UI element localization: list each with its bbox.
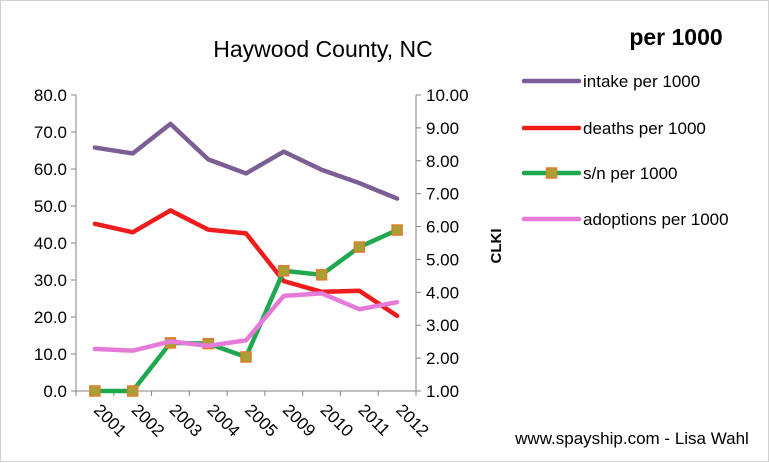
y-left-tick-label: 70.0 (34, 123, 67, 142)
y-right-tick-label: 3.00 (426, 316, 459, 335)
series-layer (89, 121, 403, 397)
series-line-1 (92, 121, 400, 201)
y-right-tick-label: 5.00 (426, 250, 459, 269)
chart-title: Haywood County, NC (213, 36, 432, 62)
y-right-tick-label: 10.00 (426, 86, 469, 105)
y-left-tick-label: 0.0 (43, 382, 67, 401)
series-line-4 (92, 291, 400, 353)
series-3-point (391, 224, 403, 236)
y-right-axis-label: CLKI (488, 229, 505, 264)
y-right-tick-label: 4.00 (426, 283, 459, 302)
series-3-point (353, 241, 366, 253)
legend-marker (545, 167, 558, 179)
x-tick-label: 2010 (317, 400, 357, 440)
y-left-tick-label: 80.0 (34, 86, 67, 105)
x-tick-label: 2009 (279, 400, 319, 440)
y-left-tick-label: 10.0 (34, 345, 67, 364)
legend-label: deaths per 1000 (583, 119, 706, 138)
corner-label: per 1000 (629, 24, 722, 50)
series-line-3 (92, 227, 400, 394)
y-left-tick-label: 60.0 (34, 160, 67, 179)
series-3-point (278, 265, 290, 277)
y-right-tick-label: 6.00 (426, 218, 459, 237)
y-right-tick-label: 9.00 (426, 119, 459, 138)
y-right-tick-label: 7.00 (426, 185, 459, 204)
series-3-point (240, 351, 252, 363)
credit-text: www.spayship.com - Lisa Wahl (514, 429, 749, 448)
y-left-tick-label: 40.0 (34, 234, 67, 253)
series-3-point (126, 385, 139, 397)
series-line-2 (92, 208, 400, 319)
series-3-point (315, 269, 328, 281)
series-3-point (89, 385, 101, 397)
legend-label: adoptions per 1000 (583, 210, 729, 229)
x-tick-label: 2005 (241, 400, 281, 440)
x-tick-label: 2012 (392, 400, 432, 440)
y-left-tick-label: 30.0 (34, 271, 67, 290)
legend-label: s/n per 1000 (583, 164, 678, 183)
x-tick-label: 2011 (355, 400, 394, 439)
legend: intake per 1000 deaths per 1000 s/n per 10… (521, 72, 729, 229)
x-tick-label: 2004 (203, 400, 243, 440)
y-left-tick-label: 50.0 (34, 197, 67, 216)
y-right-tick-label: 1.00 (426, 382, 459, 401)
x-tick-label: 2003 (166, 400, 206, 440)
y-left-tick-label: 20.0 (34, 308, 67, 327)
y-right-tick-label: 2.00 (426, 349, 459, 368)
x-tick-label: 2002 (128, 400, 168, 440)
y-right-tick-label: 8.00 (426, 152, 459, 171)
legend-label: intake per 1000 (583, 72, 700, 91)
x-tick-label: 2001 (90, 400, 130, 440)
